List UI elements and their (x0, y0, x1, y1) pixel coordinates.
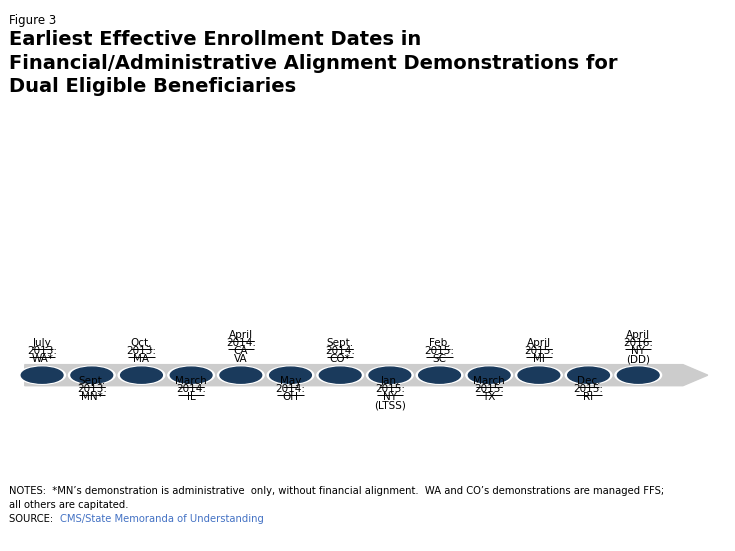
Text: FOUNDATION: FOUNDATION (637, 534, 705, 543)
Text: all others are capitated.: all others are capitated. (9, 500, 129, 510)
Circle shape (317, 366, 364, 384)
Text: April: April (626, 330, 650, 340)
Text: Oct.: Oct. (131, 338, 152, 348)
Circle shape (220, 367, 262, 383)
Text: NY: NY (383, 392, 397, 402)
Circle shape (21, 367, 63, 383)
Text: MI: MI (533, 354, 545, 364)
Text: Dec.: Dec. (577, 376, 600, 386)
Text: 2013:: 2013: (126, 346, 157, 356)
Circle shape (518, 367, 560, 383)
Text: May: May (280, 376, 301, 386)
Text: RI: RI (584, 392, 594, 402)
Circle shape (615, 366, 662, 384)
Text: MA: MA (134, 354, 149, 364)
Text: 2015:: 2015: (425, 346, 454, 356)
Text: Sept.: Sept. (78, 376, 105, 386)
Text: SOURCE:: SOURCE: (9, 514, 60, 523)
Circle shape (419, 367, 460, 383)
Text: Figure 3: Figure 3 (9, 14, 56, 27)
Text: 2013:: 2013: (27, 346, 57, 356)
Circle shape (515, 366, 562, 384)
Text: FAMILY: FAMILY (645, 520, 697, 533)
Circle shape (270, 367, 312, 383)
Circle shape (369, 367, 411, 383)
Text: CA: CA (234, 346, 248, 356)
Circle shape (416, 366, 463, 384)
Text: 2014:: 2014: (276, 385, 306, 395)
Text: 2015:: 2015: (474, 385, 504, 395)
Text: Earliest Effective Enrollment Dates in
Financial/Administrative Alignment Demons: Earliest Effective Enrollment Dates in F… (9, 30, 617, 96)
Text: 2015:: 2015: (524, 346, 554, 356)
Circle shape (567, 367, 609, 383)
Text: MN*: MN* (81, 392, 103, 402)
Text: Feb.: Feb. (429, 338, 451, 348)
Text: 2015:: 2015: (573, 385, 603, 395)
Circle shape (19, 366, 65, 384)
Text: 2015:: 2015: (375, 385, 405, 395)
Circle shape (565, 366, 612, 384)
Text: CMS/State Memoranda of Understanding: CMS/State Memoranda of Understanding (60, 514, 264, 523)
Circle shape (468, 367, 510, 383)
Circle shape (617, 367, 659, 383)
Text: THE HENRY J.: THE HENRY J. (650, 502, 692, 507)
Text: March: March (473, 376, 505, 386)
Text: OH: OH (282, 392, 298, 402)
Text: July: July (33, 338, 51, 348)
Text: Sept.: Sept. (326, 338, 354, 348)
Text: April: April (527, 338, 551, 348)
Circle shape (367, 366, 413, 384)
Circle shape (466, 366, 512, 384)
Text: CO*: CO* (330, 354, 351, 364)
Circle shape (218, 366, 264, 384)
Text: Jan.: Jan. (380, 376, 400, 386)
Text: 2013:: 2013: (76, 385, 107, 395)
Text: TX: TX (482, 392, 496, 402)
Text: KAISER: KAISER (644, 509, 698, 522)
Text: (DD): (DD) (626, 354, 650, 364)
Text: SC: SC (432, 354, 447, 364)
Text: IL: IL (187, 392, 196, 402)
Text: March: March (175, 376, 207, 386)
Text: WA*: WA* (31, 354, 53, 364)
Polygon shape (25, 365, 708, 386)
Text: (LTSS): (LTSS) (374, 401, 406, 410)
Circle shape (171, 367, 212, 383)
Circle shape (68, 366, 115, 384)
Circle shape (319, 367, 361, 383)
Text: 2014:: 2014: (226, 338, 256, 348)
Text: NY: NY (631, 346, 645, 356)
Circle shape (118, 366, 165, 384)
Text: VA: VA (234, 354, 248, 364)
Text: NOTES:  *MN’s demonstration is administrative  only, without financial alignment: NOTES: *MN’s demonstration is administra… (9, 486, 664, 496)
Circle shape (121, 367, 162, 383)
Text: 2016:: 2016: (623, 338, 653, 348)
Circle shape (168, 366, 215, 384)
Circle shape (71, 367, 112, 383)
Text: 2014:: 2014: (325, 346, 355, 356)
Text: 2014:: 2014: (176, 385, 206, 395)
Circle shape (267, 366, 314, 384)
Text: April: April (229, 330, 253, 340)
